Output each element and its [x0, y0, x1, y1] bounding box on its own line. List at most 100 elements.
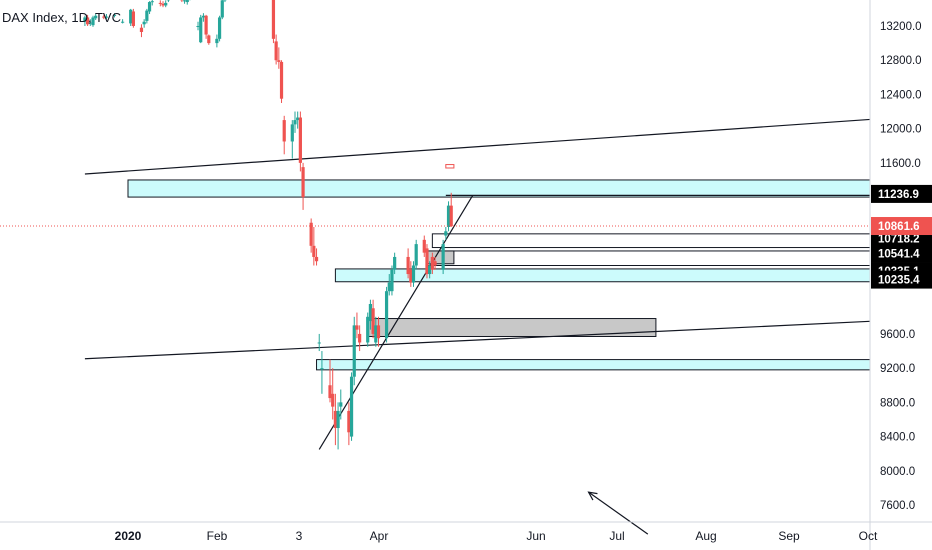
candle-body	[102, 16, 106, 18]
time-tick: Sep	[778, 529, 800, 543]
candle-body	[104, 16, 109, 18]
price-axis[interactable]: 13200.0 12800.0 12400.0 12000.0 11600.0 9600.…	[880, 21, 922, 512]
candle-body	[271, 0, 276, 39]
time-tick: Apr	[370, 529, 389, 543]
candle-body	[199, 17, 203, 43]
candle-body	[320, 368, 324, 370]
candle-body	[185, 0, 189, 3]
candle-body	[147, 2, 152, 12]
candle-body	[368, 303, 373, 322]
candle-body	[274, 41, 278, 61]
candle-body	[139, 27, 144, 32]
candle-body	[85, 17, 90, 25]
time-tick: Jun	[526, 529, 545, 543]
price-label: 10235.4	[878, 275, 920, 287]
candle-body	[298, 117, 302, 163]
candle-body	[384, 291, 389, 339]
zone-outline	[431, 233, 871, 249]
price-label-bg	[871, 270, 932, 289]
candle-body	[112, 14, 117, 16]
zone-cyan	[334, 268, 871, 283]
price-tick: 9600.0	[880, 329, 915, 341]
candle-body	[207, 35, 211, 44]
candle-body	[94, 15, 98, 19]
trendlines-layer	[84, 118, 871, 535]
candle-body	[328, 385, 332, 399]
candle-body	[331, 393, 335, 407]
price-tick: 8000.0	[880, 466, 915, 478]
candle-body	[406, 256, 410, 275]
candle-body	[164, 2, 168, 6]
price-tick: 11600.0	[880, 158, 921, 170]
price-label-bg	[871, 184, 932, 203]
candle-body	[449, 205, 453, 227]
price-tick: 9200.0	[880, 363, 915, 375]
time-tick: Feb	[207, 529, 228, 543]
candle-body	[314, 256, 319, 262]
candle-body	[428, 265, 432, 275]
trend-line	[84, 118, 871, 175]
candle-body	[290, 124, 294, 142]
candle-body	[204, 15, 208, 35]
candle-body	[339, 402, 343, 407]
candle-body	[309, 222, 313, 246]
candle-body	[387, 282, 391, 292]
candle-body	[446, 205, 451, 228]
zone-outline	[426, 250, 871, 266]
price-label: 10718.2	[878, 233, 920, 245]
zone-red_small	[445, 164, 455, 169]
candle-body	[145, 10, 149, 21]
candle-body	[376, 325, 381, 339]
zone-cyan	[127, 179, 871, 198]
candle-body	[282, 120, 286, 142]
arrow-head	[587, 491, 598, 501]
price-tick: 8400.0	[880, 432, 915, 444]
time-tick: Jul	[609, 529, 624, 543]
candle-body	[301, 167, 305, 198]
candle-body	[355, 325, 359, 330]
candle-body	[347, 410, 351, 433]
time-tick: 2020	[115, 529, 142, 543]
price-tick: 12400.0	[880, 89, 922, 101]
candle-body	[433, 261, 437, 266]
candle-body	[371, 308, 375, 334]
time-axis[interactable]: 2020 Feb 3 Apr Jun Jul Aug Sep Oct	[115, 529, 878, 543]
price-labels: 11236.910718.210541.410335.110235.410861…	[871, 184, 932, 289]
candle-body	[217, 17, 222, 39]
candle-body	[121, 21, 125, 23]
price-tick: 13200.0	[880, 21, 922, 33]
candle-body	[83, 17, 87, 22]
candle-body	[366, 316, 370, 343]
candle-body	[349, 376, 354, 437]
candle-body	[333, 410, 337, 429]
price-tick: 12000.0	[880, 124, 922, 136]
trend-line	[84, 320, 871, 360]
candle-body	[352, 325, 356, 377]
trend-line	[318, 195, 474, 450]
candle-body	[220, 0, 224, 18]
candle-body	[277, 60, 281, 62]
candle-body	[129, 9, 133, 24]
candle-body	[161, 3, 165, 6]
chart-title: DAX Index, 1D, TVC	[2, 10, 121, 25]
candle-body	[312, 245, 316, 257]
candle-body	[358, 333, 362, 343]
candle-body	[215, 38, 219, 44]
candle-body	[444, 231, 448, 236]
candle-body	[142, 21, 146, 25]
candle-body	[182, 0, 187, 2]
candle-body	[336, 410, 340, 429]
candle-body	[411, 265, 416, 283]
candle-body	[158, 2, 162, 4]
price-label-bg	[871, 244, 932, 263]
candle-body	[279, 61, 284, 99]
candle-body	[374, 325, 378, 343]
candle-body	[293, 120, 297, 125]
candle-body	[150, 1, 154, 3]
candle-body	[422, 239, 426, 253]
time-tick: Oct	[859, 529, 878, 543]
price-tick: 12800.0	[880, 55, 922, 67]
candle-body	[425, 248, 429, 275]
candle-body	[91, 17, 95, 26]
